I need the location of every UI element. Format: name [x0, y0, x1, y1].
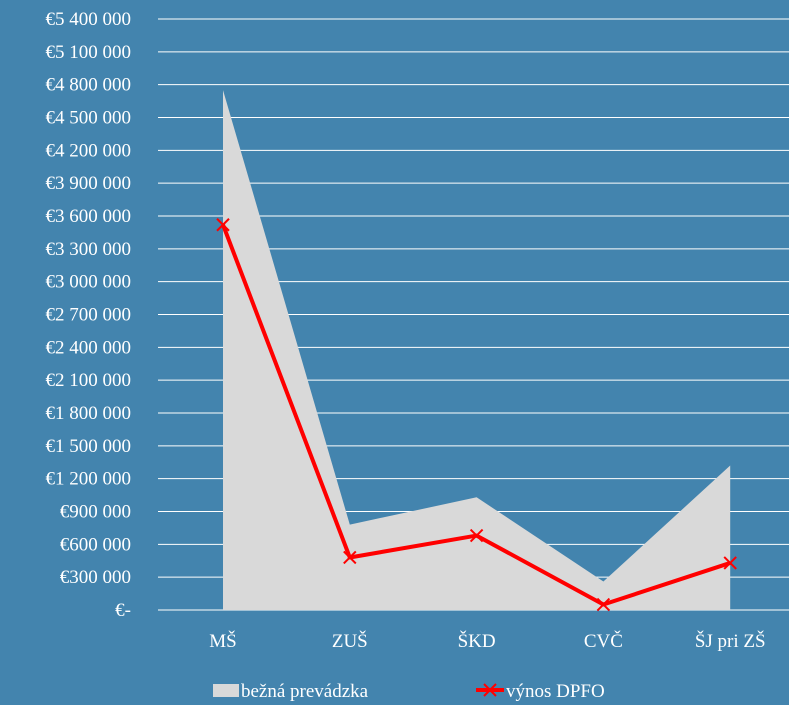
- y-tick-label: €4 500 000: [46, 108, 132, 129]
- x-tick-label: ŠKD: [458, 630, 496, 652]
- legend-label-line: výnos DPFO: [506, 681, 605, 702]
- y-tick-label: €3 900 000: [46, 173, 132, 194]
- area-bezna-prevadzka: [223, 90, 731, 610]
- y-tick-label: €3 300 000: [46, 239, 132, 260]
- legend-swatch-marker: [483, 683, 497, 697]
- legend-swatch-area: [213, 684, 239, 697]
- y-tick-label: €-: [115, 600, 131, 621]
- point-marker: [723, 556, 737, 570]
- y-axis-ticks: €- €300 000 €600 000 €900 000 €1 200 000 €1 5…: [46, 9, 132, 621]
- y-tick-label: €300 000: [60, 567, 131, 588]
- y-tick-label: €2 400 000: [46, 337, 132, 358]
- y-tick-label: €2 100 000: [46, 370, 132, 391]
- point-marker: [596, 597, 611, 612]
- point-marker: [343, 550, 357, 565]
- y-tick-label: €600 000: [60, 534, 131, 555]
- line-series: [216, 218, 737, 612]
- x-tick-label: ZUŠ: [332, 630, 368, 652]
- area-series: [223, 90, 731, 610]
- legend-label-area: bežná prevádzka: [241, 681, 369, 702]
- x-tick-label: MŠ: [209, 630, 236, 652]
- y-tick-label: €1 200 000: [46, 469, 132, 490]
- y-tick-label: €4 200 000: [46, 140, 132, 161]
- y-tick-label: €1 500 000: [46, 436, 132, 457]
- point-marker: [216, 218, 230, 232]
- x-tick-label: ŠJ pri ZŠ: [695, 630, 766, 652]
- y-tick-label: €4 800 000: [46, 75, 132, 96]
- y-tick-label: €5 100 000: [46, 42, 132, 63]
- x-axis-ticks: MŠ ZUŠ ŠKD CVČ ŠJ pri ZŠ: [209, 630, 765, 652]
- point-marker: [469, 528, 484, 543]
- y-tick-label: €1 800 000: [46, 403, 132, 424]
- y-tick-label: €900 000: [60, 502, 131, 523]
- y-tick-label: €3 000 000: [46, 272, 132, 293]
- legend: bežná prevádzka výnos DPFO: [213, 681, 605, 702]
- y-tick-label: €3 600 000: [46, 206, 132, 227]
- y-tick-label: €5 400 000: [46, 9, 132, 30]
- y-tick-label: €2 700 000: [46, 305, 132, 326]
- x-tick-label: CVČ: [584, 630, 623, 652]
